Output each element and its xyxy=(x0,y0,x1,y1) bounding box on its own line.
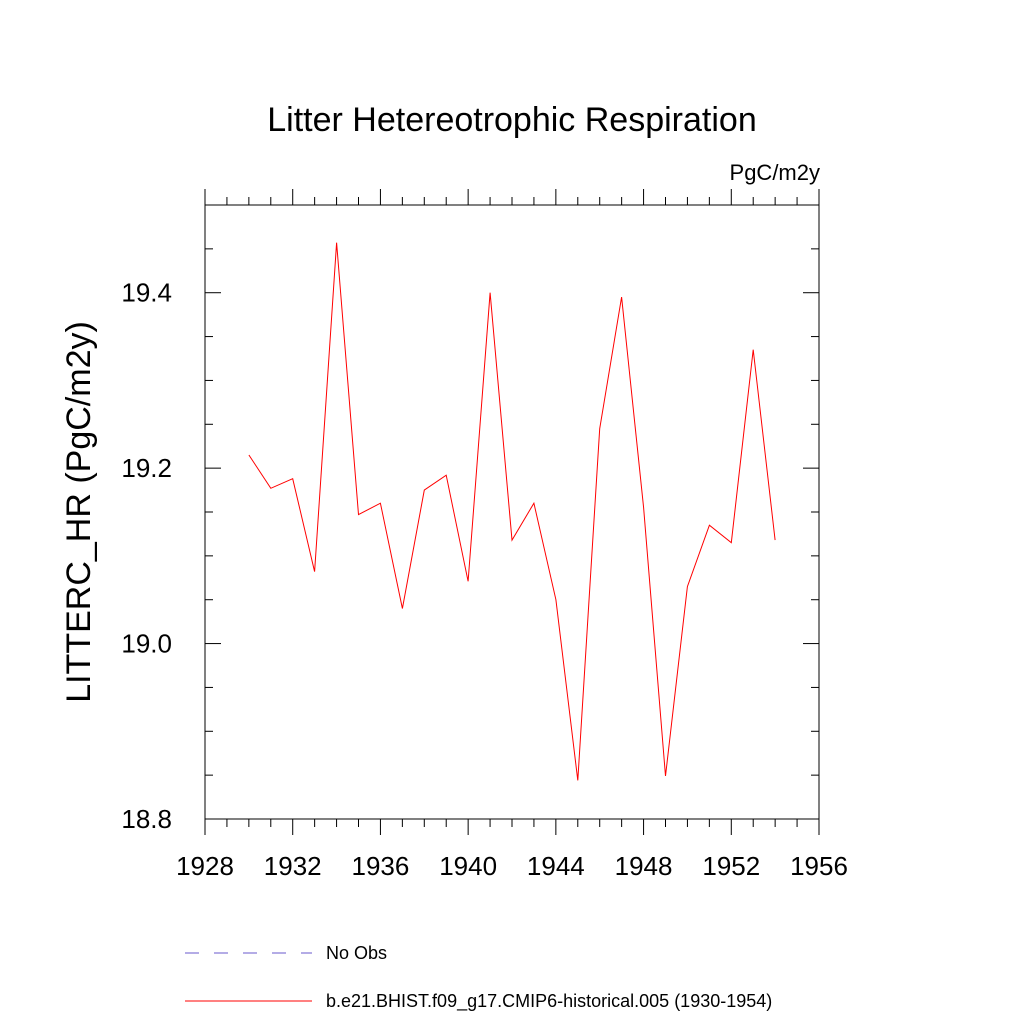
x-tick-label: 1956 xyxy=(790,851,848,881)
y-axis-ticks xyxy=(205,248,819,776)
legend: No Obs b.e21.BHIST.f09_g17.CMIP6-histori… xyxy=(185,943,772,1012)
y-tick-label: 18.8 xyxy=(121,804,172,834)
x-tick-label: 1928 xyxy=(176,851,234,881)
x-axis-tick-labels: 1928 1932 1936 1940 1944 1948 1952 1956 xyxy=(176,851,848,881)
x-axis-ticks xyxy=(204,189,820,835)
chart-title: Litter Hetereotrophic Respiration xyxy=(267,101,756,139)
series-layer xyxy=(248,242,776,781)
x-tick-label: 1940 xyxy=(439,851,497,881)
y-tick-label: 19.0 xyxy=(121,629,172,659)
series-line xyxy=(248,242,776,781)
units-label: PgC/m2y xyxy=(730,160,820,185)
y-tick-label: 19.4 xyxy=(121,278,172,308)
y-tick-label: 19.2 xyxy=(121,453,172,483)
x-tick-label: 1936 xyxy=(352,851,410,881)
legend-label-no-obs: No Obs xyxy=(326,943,387,963)
x-tick-label: 1932 xyxy=(264,851,322,881)
x-tick-label: 1944 xyxy=(527,851,585,881)
x-tick-label: 1952 xyxy=(702,851,760,881)
legend-label-historical: b.e21.BHIST.f09_g17.CMIP6-historical.005… xyxy=(326,991,772,1012)
x-tick-label: 1948 xyxy=(615,851,673,881)
y-axis-tick-labels: 18.8 19.0 19.2 19.4 xyxy=(121,278,172,834)
y-axis-label: LITTERC_HR (PgC/m2y) xyxy=(60,321,98,703)
plot-frame xyxy=(204,204,820,820)
